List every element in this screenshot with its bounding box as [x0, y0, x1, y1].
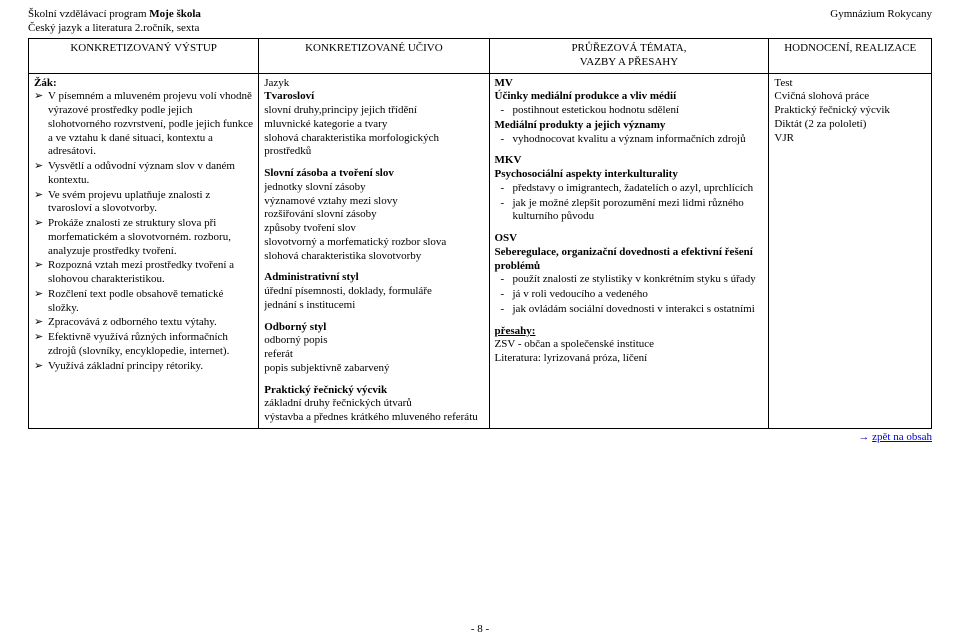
output-item: Ve svém projevu uplatňuje znalosti z tva…	[34, 189, 253, 217]
odborny-line: referát	[264, 348, 483, 362]
school-name: Gymnázium Rokycany	[830, 8, 932, 20]
mv-sub2-list: vyhodnocovat kvalitu a význam informační…	[495, 133, 764, 147]
th-content: KONKRETIZOVANÉ UČIVO	[259, 39, 489, 74]
pupil-label: Žák:	[34, 77, 253, 91]
assessment-line: Cvičná slohová práce	[774, 90, 926, 104]
th-themes-l2: VAZBY A PŘESAHY	[495, 56, 764, 70]
header-left: Školní vzdělávací program Moje škola	[28, 8, 201, 20]
odborny-line: popis subjektivně zabarvený	[264, 362, 483, 376]
assessment-line: Test	[774, 77, 926, 91]
assessment-line: Diktát (2 za pololetí)	[774, 118, 926, 132]
heading-osv: OSV	[495, 232, 764, 246]
program-name: Moje škola	[149, 8, 201, 20]
heading-admin: Administrativní styl	[264, 271, 483, 285]
output-item: Zpracovává z odborného textu výtahy.	[34, 316, 253, 330]
tvaro-line: slovní druhy,principy jejich třídění	[264, 104, 483, 118]
output-item: V písemném a mluveném projevu volí vhodn…	[34, 90, 253, 159]
back-to-contents[interactable]: → zpět na obsah	[28, 431, 932, 443]
admin-line: úřední písemnosti, doklady, formuláře	[264, 285, 483, 299]
mkv-list: představy o imigrantech, žadatelích o az…	[495, 182, 764, 224]
tvaro-line: mluvnické kategorie a tvary	[264, 118, 483, 132]
assessment-line: Praktický řečnický výcvik	[774, 104, 926, 118]
admin-line: jednání s institucemi	[264, 299, 483, 313]
slovni-line: významové vztahy mezi slovy	[264, 195, 483, 209]
arrow-right-icon: →	[858, 431, 869, 443]
program-label: Školní vzdělávací program	[28, 8, 147, 20]
heading-presahy: přesahy:	[495, 325, 764, 339]
back-link-text[interactable]: zpět na obsah	[872, 431, 932, 443]
heading-mv: MV	[495, 77, 764, 91]
output-item: Rozčlení text podle obsahově tematické s…	[34, 288, 253, 316]
slovni-line: rozšiřování slovní zásoby	[264, 208, 483, 222]
heading-odborny: Odborný styl	[264, 321, 483, 335]
table-header-row: KONKRETIZOVANÝ VÝSTUP KONKRETIZOVANÉ UČI…	[29, 39, 932, 74]
th-themes: PRŮŘEZOVÁ TÉMATA, VAZBY A PŘESAHY	[489, 39, 769, 74]
presahy-line: ZSV - občan a společenské instituce	[495, 338, 764, 352]
th-output: KONKRETIZOVANÝ VÝSTUP	[29, 39, 259, 74]
output-item: Efektivně využívá různých informačních z…	[34, 331, 253, 359]
heading-slovni-zasoba: Slovní zásoba a tvoření slov	[264, 167, 483, 181]
mkv-item: jak je možné zlepšit porozumění mezi lid…	[495, 197, 764, 225]
subject-line: Český jazyk a literatura 2.ročník, sexta	[28, 22, 932, 34]
output-list: V písemném a mluveném projevu volí vhodn…	[34, 90, 253, 373]
output-item: Vysvětlí a odůvodní význam slov v daném …	[34, 160, 253, 188]
mv-sub2: Mediální produkty a jejich významy	[495, 119, 764, 133]
cell-output: Žák: V písemném a mluveném projevu volí …	[29, 73, 259, 428]
osv-sub: Seberegulace, organizační dovednosti a e…	[495, 246, 764, 274]
th-assessment: HODNOCENÍ, REALIZACE	[769, 39, 932, 74]
output-item: Prokáže znalosti ze struktury slova při …	[34, 217, 253, 258]
slovni-line: slohová charakteristika slovotvorby	[264, 250, 483, 264]
osv-item: použít znalosti ze stylistiky v konkrétn…	[495, 273, 764, 287]
curriculum-table: KONKRETIZOVANÝ VÝSTUP KONKRETIZOVANÉ UČI…	[28, 38, 932, 429]
assessment-line: VJR	[774, 132, 926, 146]
slovni-line: jednotky slovní zásoby	[264, 181, 483, 195]
slovni-line: slovotvorný a morfematický rozbor slova	[264, 236, 483, 250]
tvaro-line: slohová charakteristika morfologických p…	[264, 132, 483, 160]
heading-recnicky: Praktický řečnický výcvik	[264, 384, 483, 398]
mv-sub2-item: vyhodnocovat kvalitu a význam informační…	[495, 133, 764, 147]
osv-item: já v roli vedoucího a vedeného	[495, 288, 764, 302]
cell-themes: MV Účinky mediální produkce a vliv médií…	[489, 73, 769, 428]
mkv-sub: Psychosociální aspekty interkulturality	[495, 168, 764, 182]
cell-assessment: Test Cvičná slohová práce Praktický řečn…	[769, 73, 932, 428]
presahy-line: Literatura: lyrizovaná próza, líčení	[495, 352, 764, 366]
page-header: Školní vzdělávací program Moje škola Gym…	[28, 8, 932, 20]
odborny-line: odborný popis	[264, 334, 483, 348]
mv-sub1: Účinky mediální produkce a vliv médií	[495, 90, 764, 104]
mkv-item: představy o imigrantech, žadatelích o az…	[495, 182, 764, 196]
mv-sub1-list: postihnout estetickou hodnotu sdělení	[495, 104, 764, 118]
osv-list: použít znalosti ze stylistiky v konkrétn…	[495, 273, 764, 316]
heading-jazyk: Jazyk	[264, 77, 483, 91]
th-themes-l1: PRŮŘEZOVÁ TÉMATA,	[495, 42, 764, 56]
heading-mkv: MKV	[495, 154, 764, 168]
osv-item: jak ovládám sociální dovednosti v intera…	[495, 303, 764, 317]
recnicky-line: výstavba a přednes krátkého mluveného re…	[264, 411, 483, 425]
output-item: Využívá základní principy rétoriky.	[34, 360, 253, 374]
output-item: Rozpozná vztah mezi prostředky tvoření a…	[34, 259, 253, 287]
table-body-row: Žák: V písemném a mluveném projevu volí …	[29, 73, 932, 428]
page-number: - 8 -	[0, 623, 960, 635]
cell-content: Jazyk Tvarosloví slovní druhy,principy j…	[259, 73, 489, 428]
recnicky-line: základní druhy řečnických útvarů	[264, 397, 483, 411]
mv-sub1-item: postihnout estetickou hodnotu sdělení	[495, 104, 764, 118]
heading-tvaroslovi: Tvarosloví	[264, 90, 483, 104]
slovni-line: způsoby tvoření slov	[264, 222, 483, 236]
header-right: Gymnázium Rokycany	[830, 8, 932, 20]
